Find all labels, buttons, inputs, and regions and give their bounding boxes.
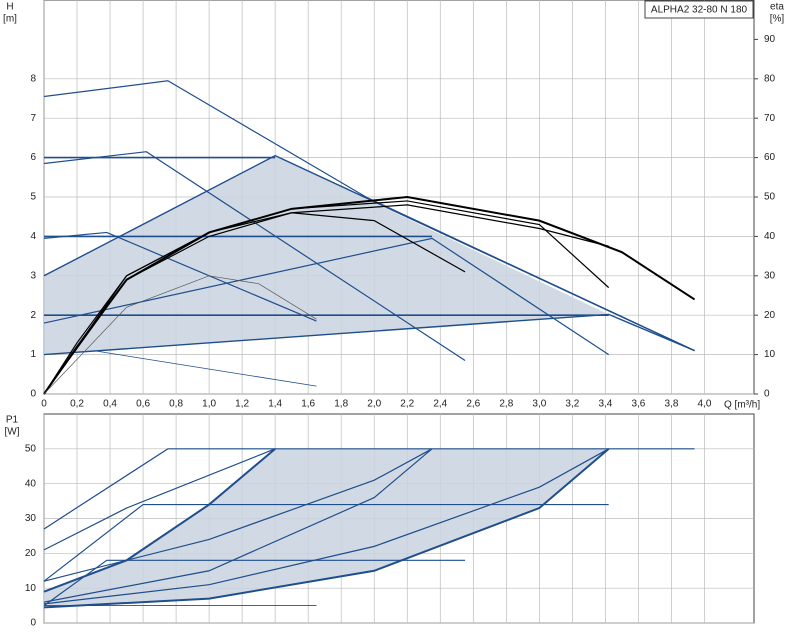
x-tick-label: 0 [41,399,47,410]
curve [43,448,433,582]
y-tick-label: 50 [25,443,37,454]
y-tick-label: 8 [30,73,36,84]
y2-tick-label: 10 [764,349,776,360]
x-tick-label: 0,4 [103,399,117,410]
x-tick-label: 0,6 [136,399,150,410]
y-tick-label: 0 [30,389,36,400]
x-tick-label: 0,8 [169,399,183,410]
y-tick-label: 2 [30,310,36,321]
y2-tick-label: 60 [764,152,776,163]
y2-tick-label: 50 [764,192,776,203]
y2-tick-label: 0 [764,389,770,400]
x-tick-label: 3,2 [565,399,579,410]
curve [43,154,695,352]
x-tick-label: 1,8 [334,399,348,410]
y2-tick-label: 70 [764,113,776,124]
y-unit: [m] [3,14,17,25]
x-tick-label: 3,0 [532,399,546,410]
y-label: H [6,2,13,13]
y-tick-label: 10 [25,583,37,594]
x-tick-label: 1,6 [301,399,315,410]
x-tick-label: 3,4 [598,399,612,410]
curve [93,350,317,387]
curve [43,448,609,605]
curve [43,448,695,530]
y2-tick-label: 90 [764,34,776,45]
x-tick-label: 1,4 [268,399,282,410]
x-tick-label: 2,8 [499,399,513,410]
y2-unit: [%] [770,14,785,25]
curve [43,237,610,356]
x-tick-label: 0,2 [70,399,84,410]
x-tick-label: 3,8 [664,399,678,410]
curve [43,275,317,395]
curve [43,448,433,603]
curve [43,200,610,395]
y2-tick-label: 20 [764,310,776,321]
y2-label: eta [770,2,784,13]
curve [43,503,609,582]
curve [43,448,276,551]
y-tick-label: 6 [30,152,36,163]
x-tick-label: 2,2 [400,399,414,410]
y-tick-label: 4 [30,231,36,242]
title-box [644,0,754,19]
operating-area [44,448,609,608]
x-tick-label: 2,4 [433,399,447,410]
curve [43,448,276,593]
y-tick-label: 1 [30,349,36,360]
y-tick-label: 7 [30,113,36,124]
y-tick-label: 5 [30,192,36,203]
curve [43,559,466,607]
curve [43,151,466,362]
x-tick-label: 2,0 [367,399,381,410]
y2-tick-label: 80 [764,73,776,84]
x-tick-label: 1,2 [235,399,249,410]
y-label: P1 [6,415,19,426]
x-label: Q [m³/h] [724,400,760,411]
operating-area [44,155,609,355]
y-tick-label: 3 [30,270,36,281]
y-tick-label: 20 [25,548,37,559]
x-tick-label: 3,6 [631,399,645,410]
x-tick-label: 1,0 [202,399,216,410]
curve [43,448,610,609]
y-tick-label: 0 [30,618,36,629]
x-tick-label: 4,0 [698,399,712,410]
y-tick-label: 40 [25,478,37,489]
y-tick-label: 30 [25,513,37,524]
curve [43,313,695,356]
y-unit: [W] [5,427,20,438]
y2-tick-label: 40 [764,231,776,242]
chart-title: ALPHA2 32-80 N 180 [651,5,748,16]
x-tick-label: 2,6 [466,399,480,410]
curve [43,204,609,395]
y2-tick-label: 30 [764,270,776,281]
